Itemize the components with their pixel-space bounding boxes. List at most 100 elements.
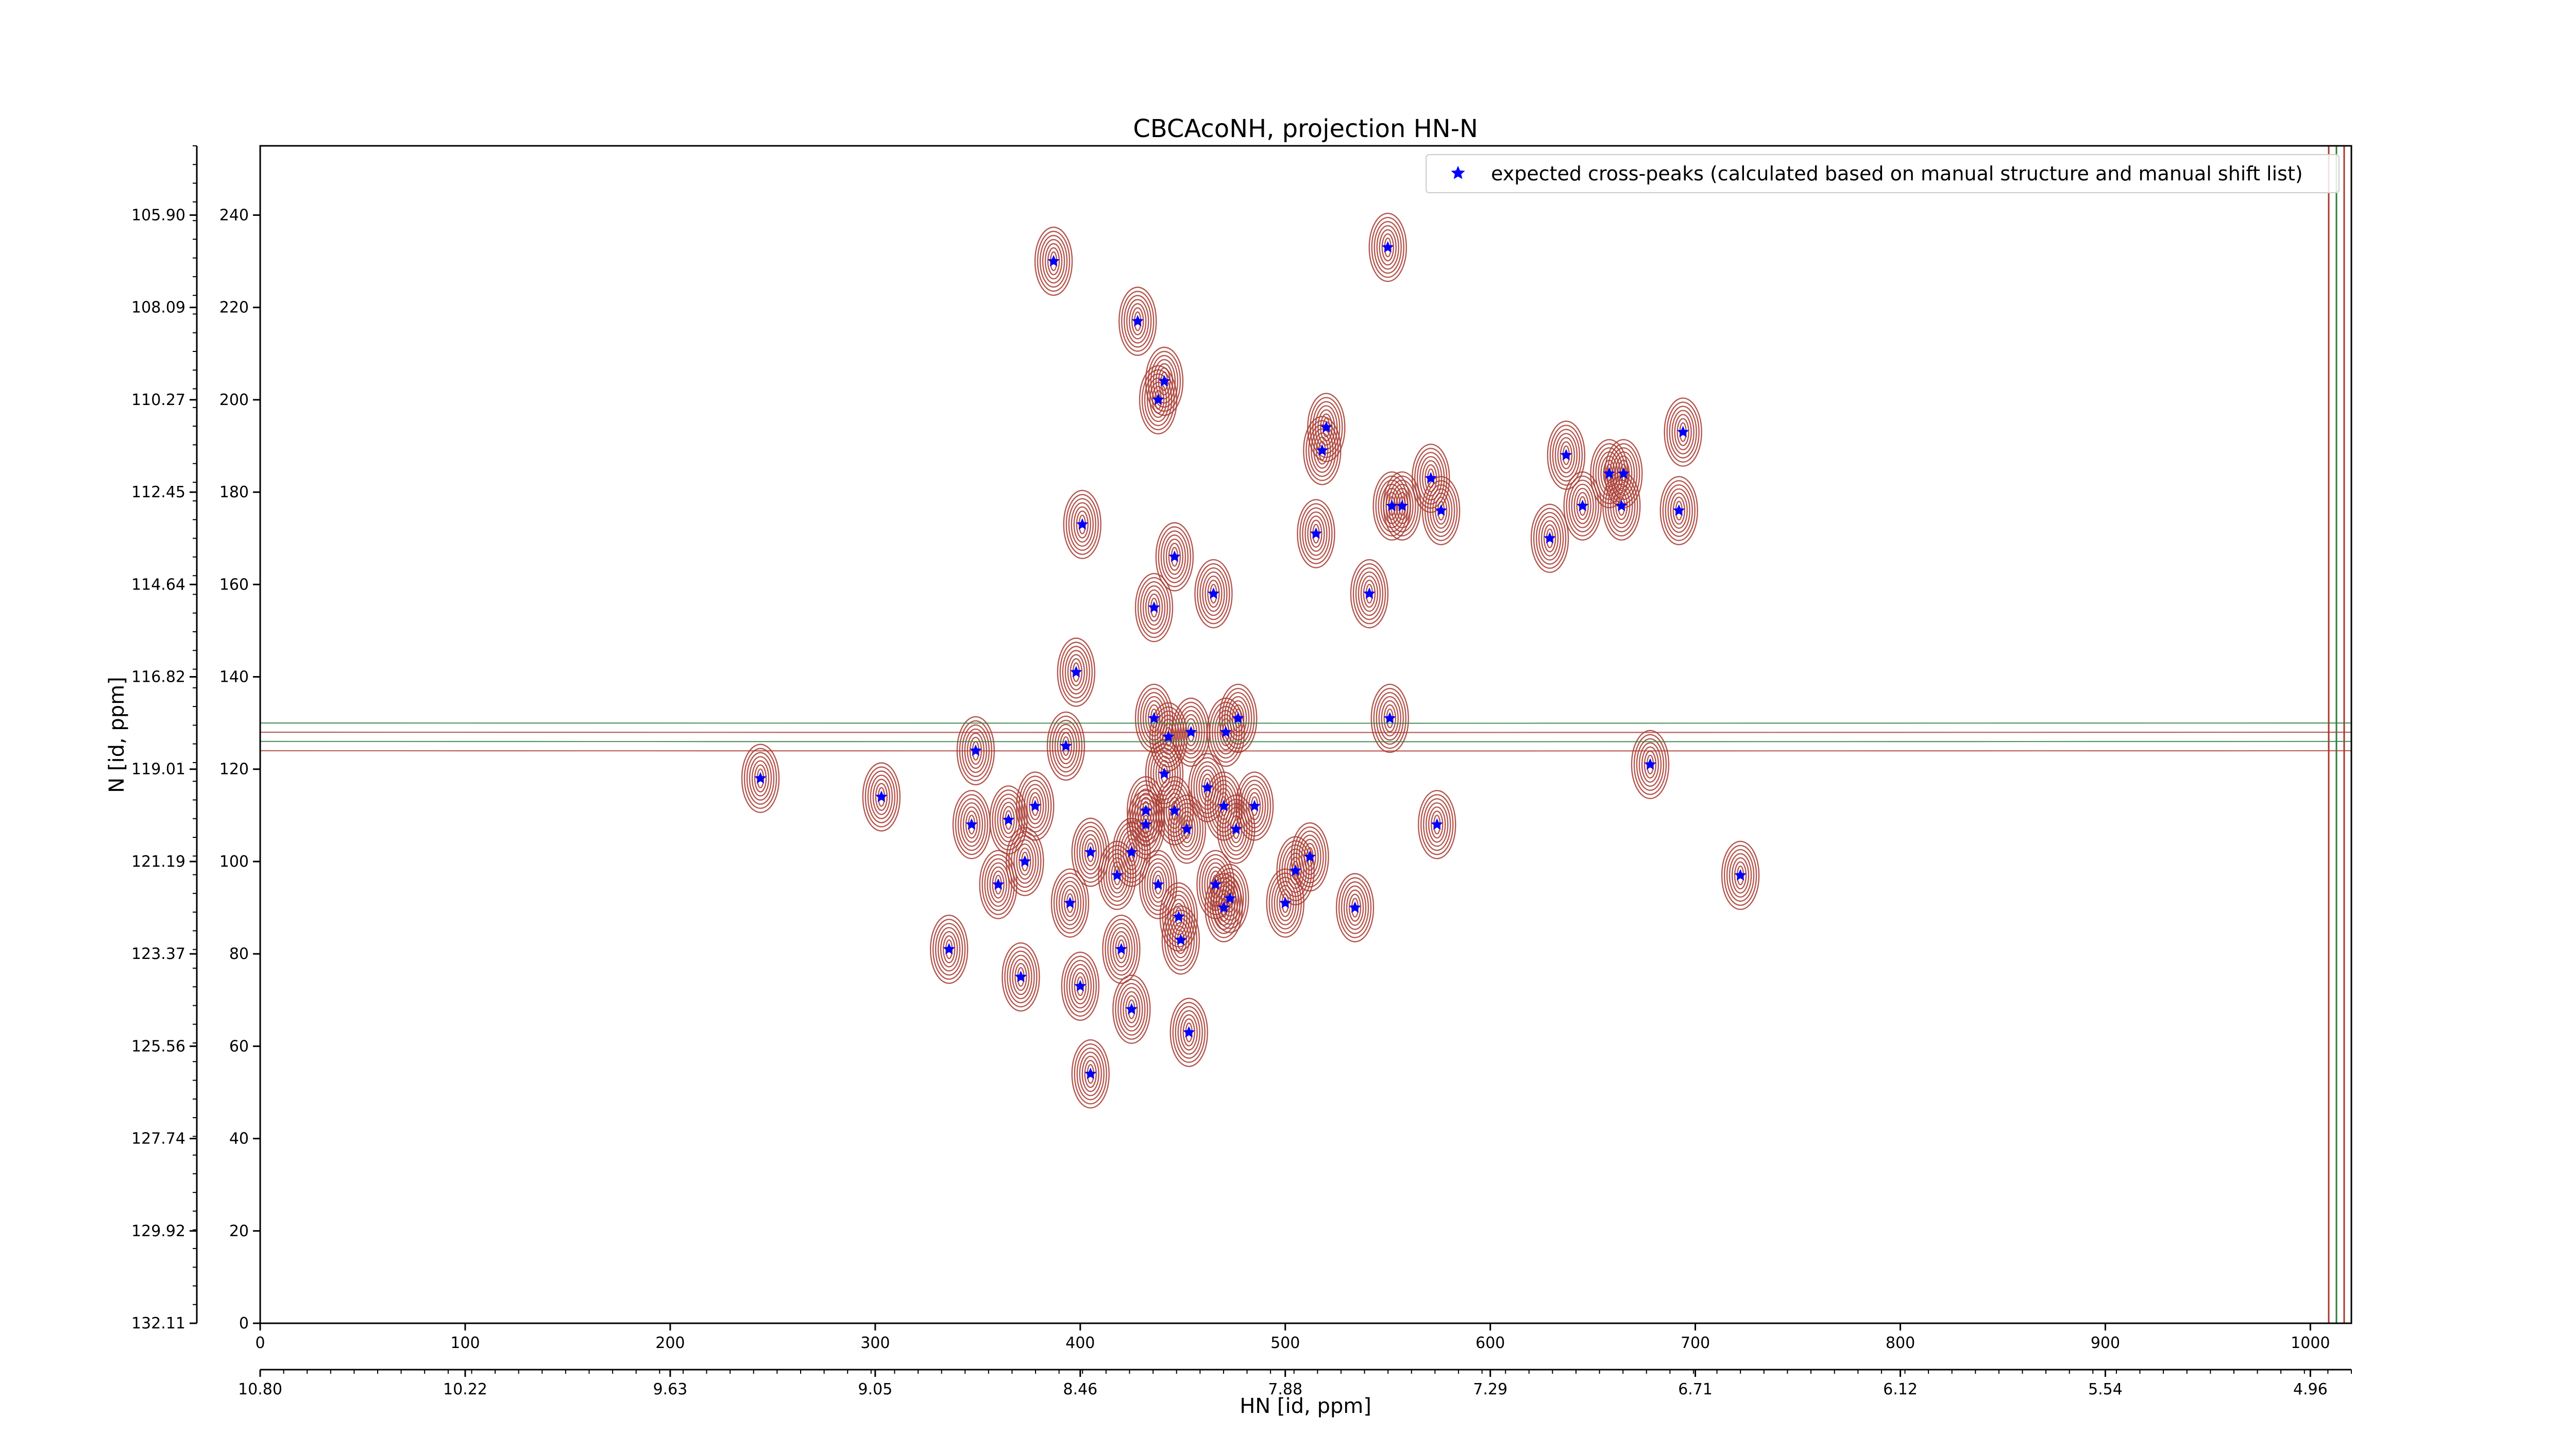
x-ppm-tick-label-5: 7.88 — [1268, 1380, 1302, 1399]
contour-ring-21-5 — [1158, 526, 1192, 587]
cross-peak-point-68 — [1115, 942, 1128, 955]
contour-ring-13-6 — [1664, 397, 1702, 467]
x-tick-label-8: 800 — [1886, 1334, 1915, 1352]
cross-peak-point-19 — [1673, 504, 1685, 516]
cross-peak-point-7 — [1425, 471, 1437, 484]
contour-ring-51-3 — [1120, 830, 1143, 875]
contour-ring-20-6 — [1530, 503, 1569, 573]
contour-ring-46-3 — [1134, 802, 1158, 847]
contour-ring-11-5 — [1299, 503, 1333, 564]
x-ppm-tick-label-0: 10.80 — [238, 1380, 282, 1399]
contour-ring-24-1 — [1147, 593, 1161, 622]
contour-ring-28-4 — [1154, 710, 1183, 764]
contour-ring-1-2 — [1379, 229, 1397, 266]
contour-ring-10-5 — [1424, 480, 1458, 542]
cross-peak-point-23 — [1363, 587, 1376, 599]
contour-ring-1-5 — [1371, 216, 1404, 278]
contour-ring-35-2 — [751, 760, 770, 797]
x-ppm-tick-label-1: 10.22 — [443, 1380, 487, 1399]
contour-ring-56-2 — [989, 866, 1007, 903]
contour-ring-0-2 — [1044, 243, 1063, 280]
contour-ring-47-2 — [1178, 811, 1196, 848]
contour-ring-56-1 — [992, 870, 1005, 899]
contour-ring-35-4 — [746, 752, 775, 805]
cross-peak-point-47 — [1180, 822, 1193, 835]
contour-ring-2-5 — [1121, 291, 1155, 352]
contour-ring-69-5 — [1004, 946, 1038, 1008]
contour-ring-66-5 — [1164, 909, 1198, 971]
contour-ring-39-1 — [1028, 792, 1042, 820]
contour-ring-71-6 — [1112, 974, 1151, 1044]
cross-peak-point-17 — [1577, 499, 1589, 511]
contour-ring-34-5 — [1633, 734, 1667, 795]
y-ppm-axis-ticks: 132.11 129.92 127.74 125.56 123.37 121.19 119.… — [131, 145, 197, 1333]
cross-peak-point-11 — [1310, 527, 1323, 539]
y-tick-label-2: 40 — [229, 1130, 249, 1148]
contour-ring-69-6 — [1002, 942, 1040, 1012]
cross-peak-point-2 — [1131, 315, 1144, 327]
contour-ring-6-5 — [1306, 420, 1339, 481]
contour-ring-53-3 — [1298, 834, 1321, 880]
cross-peak-point-0 — [1047, 255, 1060, 266]
cross-peak-point-26 — [1383, 712, 1396, 724]
contour-ring-7-3 — [1419, 456, 1443, 501]
cross-peak-point-53 — [1303, 850, 1316, 862]
y-axis-ticks: 0 20 40 60 80 100 120 140 160 180 200 220 240 — [219, 206, 260, 1333]
contour-ring-62-3 — [1212, 885, 1235, 930]
contour-ring-7-2 — [1421, 460, 1440, 497]
cross-peak-point-57 — [1152, 878, 1164, 890]
contour-ring-17-5 — [1566, 475, 1599, 537]
contour-ring-13-2 — [1674, 414, 1692, 450]
contour-ring-72-6 — [1170, 998, 1208, 1067]
cross-peak-point-36 — [1158, 767, 1171, 779]
contour-ring-23-6 — [1350, 559, 1389, 629]
contour-ring-23-4 — [1355, 567, 1384, 620]
contour-ring-48-4 — [1222, 802, 1250, 856]
contour-ring-17-2 — [1573, 487, 1591, 525]
contour-ring-59-2 — [1731, 857, 1750, 894]
contour-ring-48-3 — [1224, 806, 1248, 852]
x-ppm-tick-label-8: 6.12 — [1883, 1380, 1918, 1399]
contour-ring-57-2 — [1149, 866, 1167, 903]
contour-ring-62-5 — [1207, 877, 1241, 938]
contour-ring-41-1 — [1168, 797, 1181, 825]
contour-ring-72-2 — [1180, 1014, 1198, 1051]
contour-ring-9-6 — [1383, 471, 1421, 541]
contour-ring-38-2 — [872, 779, 891, 815]
contour-ring-4-2 — [1149, 381, 1167, 418]
contour-ring-18-2 — [1613, 487, 1631, 525]
y-tick-label-10: 200 — [219, 391, 249, 409]
contour-ring-0-4 — [1039, 234, 1068, 288]
cross-peak-point-72 — [1182, 1026, 1195, 1038]
cross-peak-point-8 — [1385, 499, 1398, 511]
noise-ridge-0 — [260, 749, 2351, 752]
cross-peak-point-49 — [1431, 818, 1443, 830]
y-ppm-tick-label-0: 132.11 — [131, 1315, 185, 1333]
contour-ring-31-6 — [1218, 683, 1258, 753]
contour-ring-20-1 — [1543, 524, 1556, 552]
contour-ring-44-4 — [957, 798, 986, 851]
contour-ring-51-4 — [1117, 825, 1146, 879]
legend: expected cross-peaks (calculated based o… — [1426, 154, 2340, 193]
contour-ring-19-1 — [1672, 496, 1686, 525]
contour-ring-22-4 — [1199, 567, 1228, 620]
cross-peak-point-50 — [1084, 846, 1097, 857]
contour-ring-16-1 — [1617, 460, 1630, 488]
cross-peak-point-60 — [1064, 897, 1076, 908]
x-axis-ticks: 0 100 200 300 400 500 600 700 800 900 1000 — [255, 1323, 2330, 1352]
contour-ring-64-3 — [1343, 885, 1367, 930]
cross-peak-point-30 — [1219, 726, 1232, 737]
legend-marker-star — [1451, 165, 1465, 179]
contour-ring-26-4 — [1376, 692, 1404, 745]
contour-ring-31-4 — [1224, 692, 1252, 745]
contour-ring-59-1 — [1734, 861, 1747, 890]
contour-ring-40-6 — [1126, 776, 1165, 846]
contour-ring-48-6 — [1216, 794, 1256, 864]
contour-ring-71-3 — [1120, 987, 1143, 1032]
cross-peak-point-56 — [992, 878, 1005, 890]
x-tick-label-9: 900 — [2091, 1334, 2120, 1352]
contour-ring-36-4 — [1150, 747, 1179, 800]
contour-ring-20-2 — [1540, 520, 1559, 557]
contour-ring-68-5 — [1105, 918, 1138, 980]
contour-ring-26-3 — [1378, 696, 1401, 741]
